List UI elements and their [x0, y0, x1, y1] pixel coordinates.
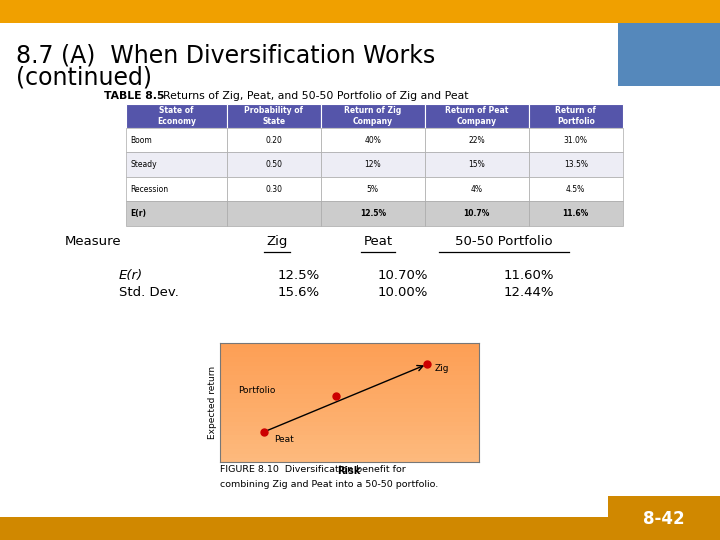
Text: Zig: Zig — [266, 235, 288, 248]
Text: (continued): (continued) — [16, 66, 152, 90]
Text: 15.6%: 15.6% — [277, 286, 320, 299]
Text: 15%: 15% — [468, 160, 485, 169]
FancyBboxPatch shape — [126, 104, 227, 128]
Text: Return of Zig
Company: Return of Zig Company — [344, 106, 402, 126]
Text: 10.00%: 10.00% — [378, 286, 428, 299]
FancyBboxPatch shape — [321, 128, 425, 152]
FancyBboxPatch shape — [528, 104, 623, 128]
Text: 40%: 40% — [364, 136, 381, 145]
FancyBboxPatch shape — [321, 177, 425, 201]
FancyBboxPatch shape — [425, 128, 528, 152]
Text: 11.6%: 11.6% — [562, 209, 589, 218]
FancyBboxPatch shape — [126, 201, 227, 226]
Text: 0.30: 0.30 — [265, 185, 282, 194]
Text: 4.5%: 4.5% — [566, 185, 585, 194]
FancyBboxPatch shape — [425, 152, 528, 177]
Text: 13.5%: 13.5% — [564, 160, 588, 169]
FancyBboxPatch shape — [227, 128, 321, 152]
FancyBboxPatch shape — [0, 0, 720, 23]
Text: Std. Dev.: Std. Dev. — [119, 286, 179, 299]
Text: 0.50: 0.50 — [265, 160, 282, 169]
Text: 50-50 Portfolio: 50-50 Portfolio — [455, 235, 553, 248]
Text: 11.60%: 11.60% — [504, 269, 554, 282]
FancyBboxPatch shape — [227, 152, 321, 177]
Text: 5%: 5% — [366, 185, 379, 194]
Text: 12.44%: 12.44% — [504, 286, 554, 299]
Text: Measure: Measure — [65, 235, 122, 248]
Text: State of
Economy: State of Economy — [157, 106, 196, 126]
Text: Zig: Zig — [435, 364, 449, 374]
Text: combining Zig and Peat into a 50-50 portfolio.: combining Zig and Peat into a 50-50 port… — [220, 480, 438, 489]
FancyBboxPatch shape — [528, 201, 623, 226]
Y-axis label: Expected return: Expected return — [208, 366, 217, 439]
Text: 10.70%: 10.70% — [378, 269, 428, 282]
Text: Probability of
State: Probability of State — [244, 106, 303, 126]
Text: 12.5%: 12.5% — [360, 209, 386, 218]
FancyBboxPatch shape — [528, 177, 623, 201]
FancyBboxPatch shape — [0, 517, 720, 540]
Text: Return of
Portfolio: Return of Portfolio — [555, 106, 596, 126]
Text: Return of Peat
Company: Return of Peat Company — [445, 106, 508, 126]
Text: 31.0%: 31.0% — [564, 136, 588, 145]
FancyBboxPatch shape — [126, 177, 227, 201]
Text: Copyright ©  2010 Pearson Prentice Hall.  All rights reserved.: Copyright © 2010 Pearson Prentice Hall. … — [13, 521, 259, 529]
FancyBboxPatch shape — [425, 104, 528, 128]
Text: 8-42: 8-42 — [643, 510, 685, 529]
Text: 0.20: 0.20 — [265, 136, 282, 145]
FancyBboxPatch shape — [126, 152, 227, 177]
Text: Peat: Peat — [364, 235, 392, 248]
FancyBboxPatch shape — [126, 128, 227, 152]
FancyBboxPatch shape — [425, 177, 528, 201]
FancyBboxPatch shape — [227, 201, 321, 226]
FancyBboxPatch shape — [321, 201, 425, 226]
Text: Returns of Zig, Peat, and 50-50 Portfolio of Zig and Peat: Returns of Zig, Peat, and 50-50 Portfoli… — [156, 91, 469, 101]
FancyBboxPatch shape — [227, 177, 321, 201]
FancyBboxPatch shape — [618, 1, 720, 86]
FancyBboxPatch shape — [528, 152, 623, 177]
FancyBboxPatch shape — [425, 201, 528, 226]
FancyBboxPatch shape — [608, 496, 720, 540]
Text: Boom: Boom — [130, 136, 152, 145]
Text: E(r): E(r) — [130, 209, 146, 218]
Text: 22%: 22% — [469, 136, 485, 145]
Text: 12.5%: 12.5% — [277, 269, 320, 282]
Text: FIGURE 8.10  Diversification benefit for: FIGURE 8.10 Diversification benefit for — [220, 465, 405, 475]
FancyBboxPatch shape — [321, 152, 425, 177]
Text: 8.7 (A)  When Diversification Works: 8.7 (A) When Diversification Works — [16, 43, 435, 67]
X-axis label: Risk: Risk — [338, 466, 361, 476]
FancyBboxPatch shape — [528, 128, 623, 152]
Text: 4%: 4% — [471, 185, 482, 194]
Text: 10.7%: 10.7% — [464, 209, 490, 218]
Text: Steady: Steady — [130, 160, 157, 169]
Text: Recession: Recession — [130, 185, 168, 194]
FancyBboxPatch shape — [227, 104, 321, 128]
Text: E(r): E(r) — [119, 269, 143, 282]
Text: TABLE 8.5: TABLE 8.5 — [104, 91, 165, 101]
Text: Portfolio: Portfolio — [238, 386, 275, 395]
Text: Peat: Peat — [274, 435, 294, 443]
Text: 12%: 12% — [364, 160, 381, 169]
FancyBboxPatch shape — [321, 104, 425, 128]
